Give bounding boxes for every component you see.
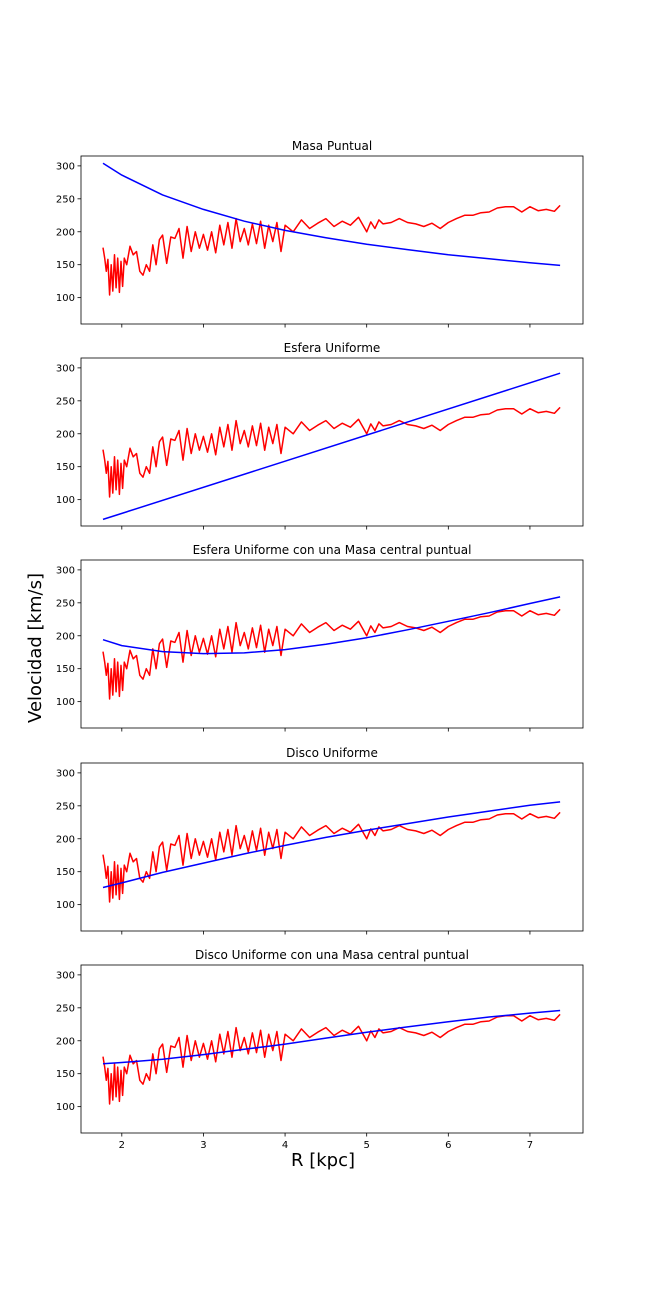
subplot-title: Masa Puntual (292, 139, 372, 153)
y-tick-label: 100 (56, 495, 75, 506)
y-tick-label: 150 (56, 664, 75, 675)
subplot-1: Masa Puntual 100 150 200 250 300 (56, 139, 584, 328)
subplot-title: Esfera Uniforme (284, 341, 381, 355)
model-velocity-line (102, 596, 561, 655)
y-tick-label: 200 (56, 834, 75, 845)
y-tick-label: 200 (56, 429, 75, 440)
observed-velocity-line (102, 608, 561, 700)
subplot-5: Disco Uniforme con una Masa central punt… (56, 948, 584, 1151)
axes-frame (80, 762, 584, 932)
model-velocity-line (102, 801, 561, 889)
y-tick-label: 200 (56, 631, 75, 642)
y-tick-label: 100 (56, 697, 75, 708)
observed-velocity-line (102, 1013, 561, 1105)
model-velocity-line (102, 372, 561, 521)
axes-frame (80, 155, 584, 325)
subplot-title: Disco Uniforme (286, 746, 378, 760)
y-tick-label: 150 (56, 1069, 75, 1080)
y-tick-label: 300 (56, 970, 75, 981)
x-tick-label: 2 (119, 1140, 125, 1151)
x-tick-label: 5 (364, 1140, 370, 1151)
x-axis-label: R [kpc] (291, 1150, 355, 1171)
y-tick-label: 100 (56, 900, 75, 911)
y-tick-label: 150 (56, 867, 75, 878)
y-tick-label: 250 (56, 1003, 75, 1014)
x-tick-label: 4 (282, 1140, 288, 1151)
y-tick-label: 300 (56, 161, 75, 172)
axes-frame (80, 559, 584, 729)
y-tick-label: 100 (56, 293, 75, 304)
observed-velocity-line (102, 811, 561, 903)
y-axis-label: Velocidad [km/s] (25, 573, 46, 723)
model-velocity-line (102, 1009, 561, 1065)
y-tick-label: 200 (56, 227, 75, 238)
y-tick-label: 250 (56, 598, 75, 609)
y-tick-label: 100 (56, 1102, 75, 1113)
subplot-title: Esfera Uniforme con una Masa central pun… (193, 543, 472, 557)
x-tick-label: 7 (527, 1140, 533, 1151)
axes-frame (80, 964, 584, 1134)
y-tick-label: 300 (56, 565, 75, 576)
y-tick-label: 150 (56, 260, 75, 271)
axes-frame (80, 357, 584, 527)
subplot-2: Esfera Uniforme 100 150 200 250 300 (56, 341, 584, 530)
y-tick-label: 250 (56, 801, 75, 812)
observed-velocity-line (102, 406, 561, 498)
subplot-4: Disco Uniforme 100 150 200 250 300 (56, 746, 584, 935)
x-tick-label: 6 (445, 1140, 451, 1151)
subplot-3: Esfera Uniforme con una Masa central pun… (56, 543, 584, 732)
subplot-title: Disco Uniforme con una Masa central punt… (195, 948, 469, 962)
y-tick-label: 300 (56, 363, 75, 374)
observed-velocity-line (102, 204, 561, 296)
y-tick-label: 250 (56, 194, 75, 205)
y-tick-label: 200 (56, 1036, 75, 1047)
model-velocity-line (102, 162, 561, 267)
y-tick-label: 250 (56, 396, 75, 407)
y-tick-label: 300 (56, 768, 75, 779)
y-tick-label: 150 (56, 462, 75, 473)
x-tick-label: 3 (200, 1140, 206, 1151)
